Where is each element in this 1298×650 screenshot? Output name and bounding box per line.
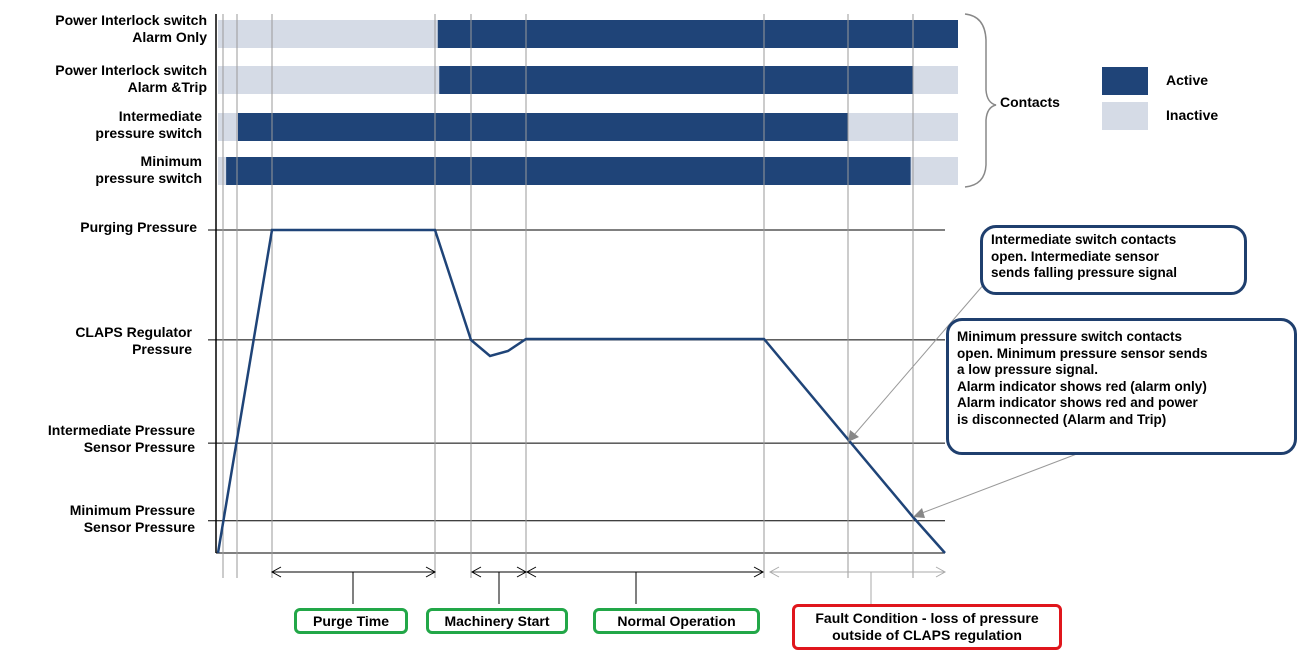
- callout-minimum-switch: Minimum pressure switch contacts open. Mi…: [946, 318, 1297, 455]
- legend-active-swatch: [1102, 67, 1148, 95]
- pressure-level-lines: [208, 14, 945, 554]
- dimension-arrow-left: [270, 566, 282, 578]
- dimension-arrow-left: [768, 566, 780, 578]
- level-label-intermediate: Intermediate Pressure Sensor Pressure: [47, 422, 195, 455]
- callout-intermediate-switch: Intermediate switch contacts open. Interm…: [980, 225, 1247, 295]
- contact-label-intermediate: Intermediate pressure switch: [95, 108, 202, 141]
- contact-bar-active: [237, 113, 849, 141]
- event-lines: [222, 14, 914, 578]
- pointer-line: [853, 282, 986, 436]
- legend-inactive-label: Inactive: [1166, 107, 1219, 123]
- level-label-purging: Purging Pressure: [80, 219, 197, 235]
- phase-fault-condition: Fault Condition - loss of pressure outsid…: [792, 604, 1062, 650]
- contact-label-minimum: Minimum pressure switch: [95, 153, 202, 186]
- dimension-arrow-right: [753, 566, 765, 578]
- pointer-line: [921, 451, 1083, 514]
- callout-pointers: [848, 282, 1083, 518]
- level-label-claps: CLAPS Regulator Pressure: [75, 324, 192, 357]
- pointer-arrowhead: [913, 508, 925, 518]
- phase-purge-time: Purge Time: [294, 608, 408, 634]
- phase-machinery-start: Machinery Start: [426, 608, 568, 634]
- contacts-group-label: Contacts: [1000, 94, 1060, 110]
- legend-inactive-swatch: [1102, 102, 1148, 130]
- contact-label-alarm-trip: Power Interlock switch Alarm &Trip: [55, 62, 207, 95]
- pointer-arrowhead: [848, 430, 859, 442]
- pressure-curve: [216, 228, 946, 554]
- contact-bar-active: [226, 157, 911, 185]
- dimension-arrow-left: [525, 566, 537, 578]
- phase-normal-operation: Normal Operation: [593, 608, 760, 634]
- contact-bar-active: [437, 20, 958, 48]
- legend-active-label: Active: [1166, 72, 1209, 88]
- contacts-brace-shape: [964, 13, 997, 188]
- contacts-brace: [964, 13, 997, 188]
- dimension-arrow-left: [470, 566, 482, 578]
- dimension-arrow-right: [425, 566, 437, 578]
- contact-bar-active: [439, 66, 913, 94]
- dimension-arrow-right: [935, 566, 947, 578]
- contact-bars: [218, 20, 958, 185]
- phase-dimension-arrows: [270, 566, 947, 604]
- contact-label-alarm-only: Power Interlock switch Alarm Only: [55, 12, 207, 45]
- level-label-minimum: Minimum Pressure Sensor Pressure: [69, 502, 195, 535]
- pressure-curve-line: [216, 228, 946, 554]
